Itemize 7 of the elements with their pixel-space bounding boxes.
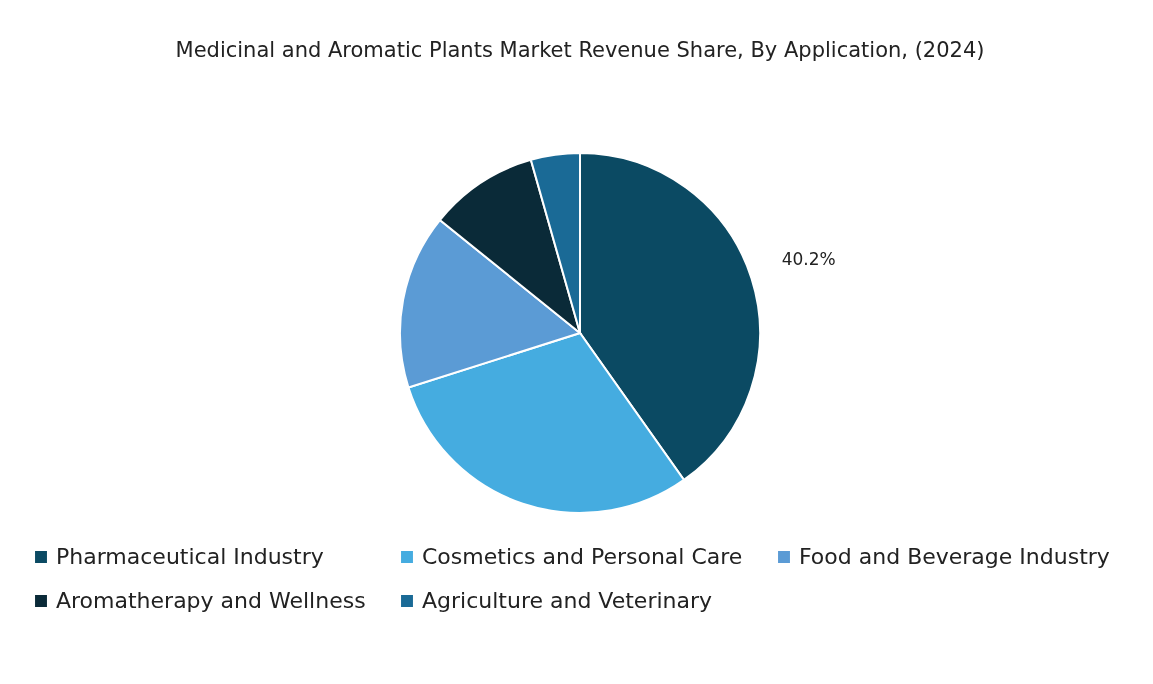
legend-label: Food and Beverage Industry xyxy=(799,544,1110,569)
legend-label: Cosmetics and Personal Care xyxy=(422,544,743,569)
chart-title: Medicinal and Aromatic Plants Market Revenue Share, By Application, (2024) xyxy=(175,38,985,63)
data-label: 40.2% xyxy=(781,249,836,270)
legend-label: Agriculture and Veterinary xyxy=(422,588,713,613)
legend-label: Aromatherapy and Wellness xyxy=(56,588,366,613)
legend-label: Pharmaceutical Industry xyxy=(56,544,324,569)
